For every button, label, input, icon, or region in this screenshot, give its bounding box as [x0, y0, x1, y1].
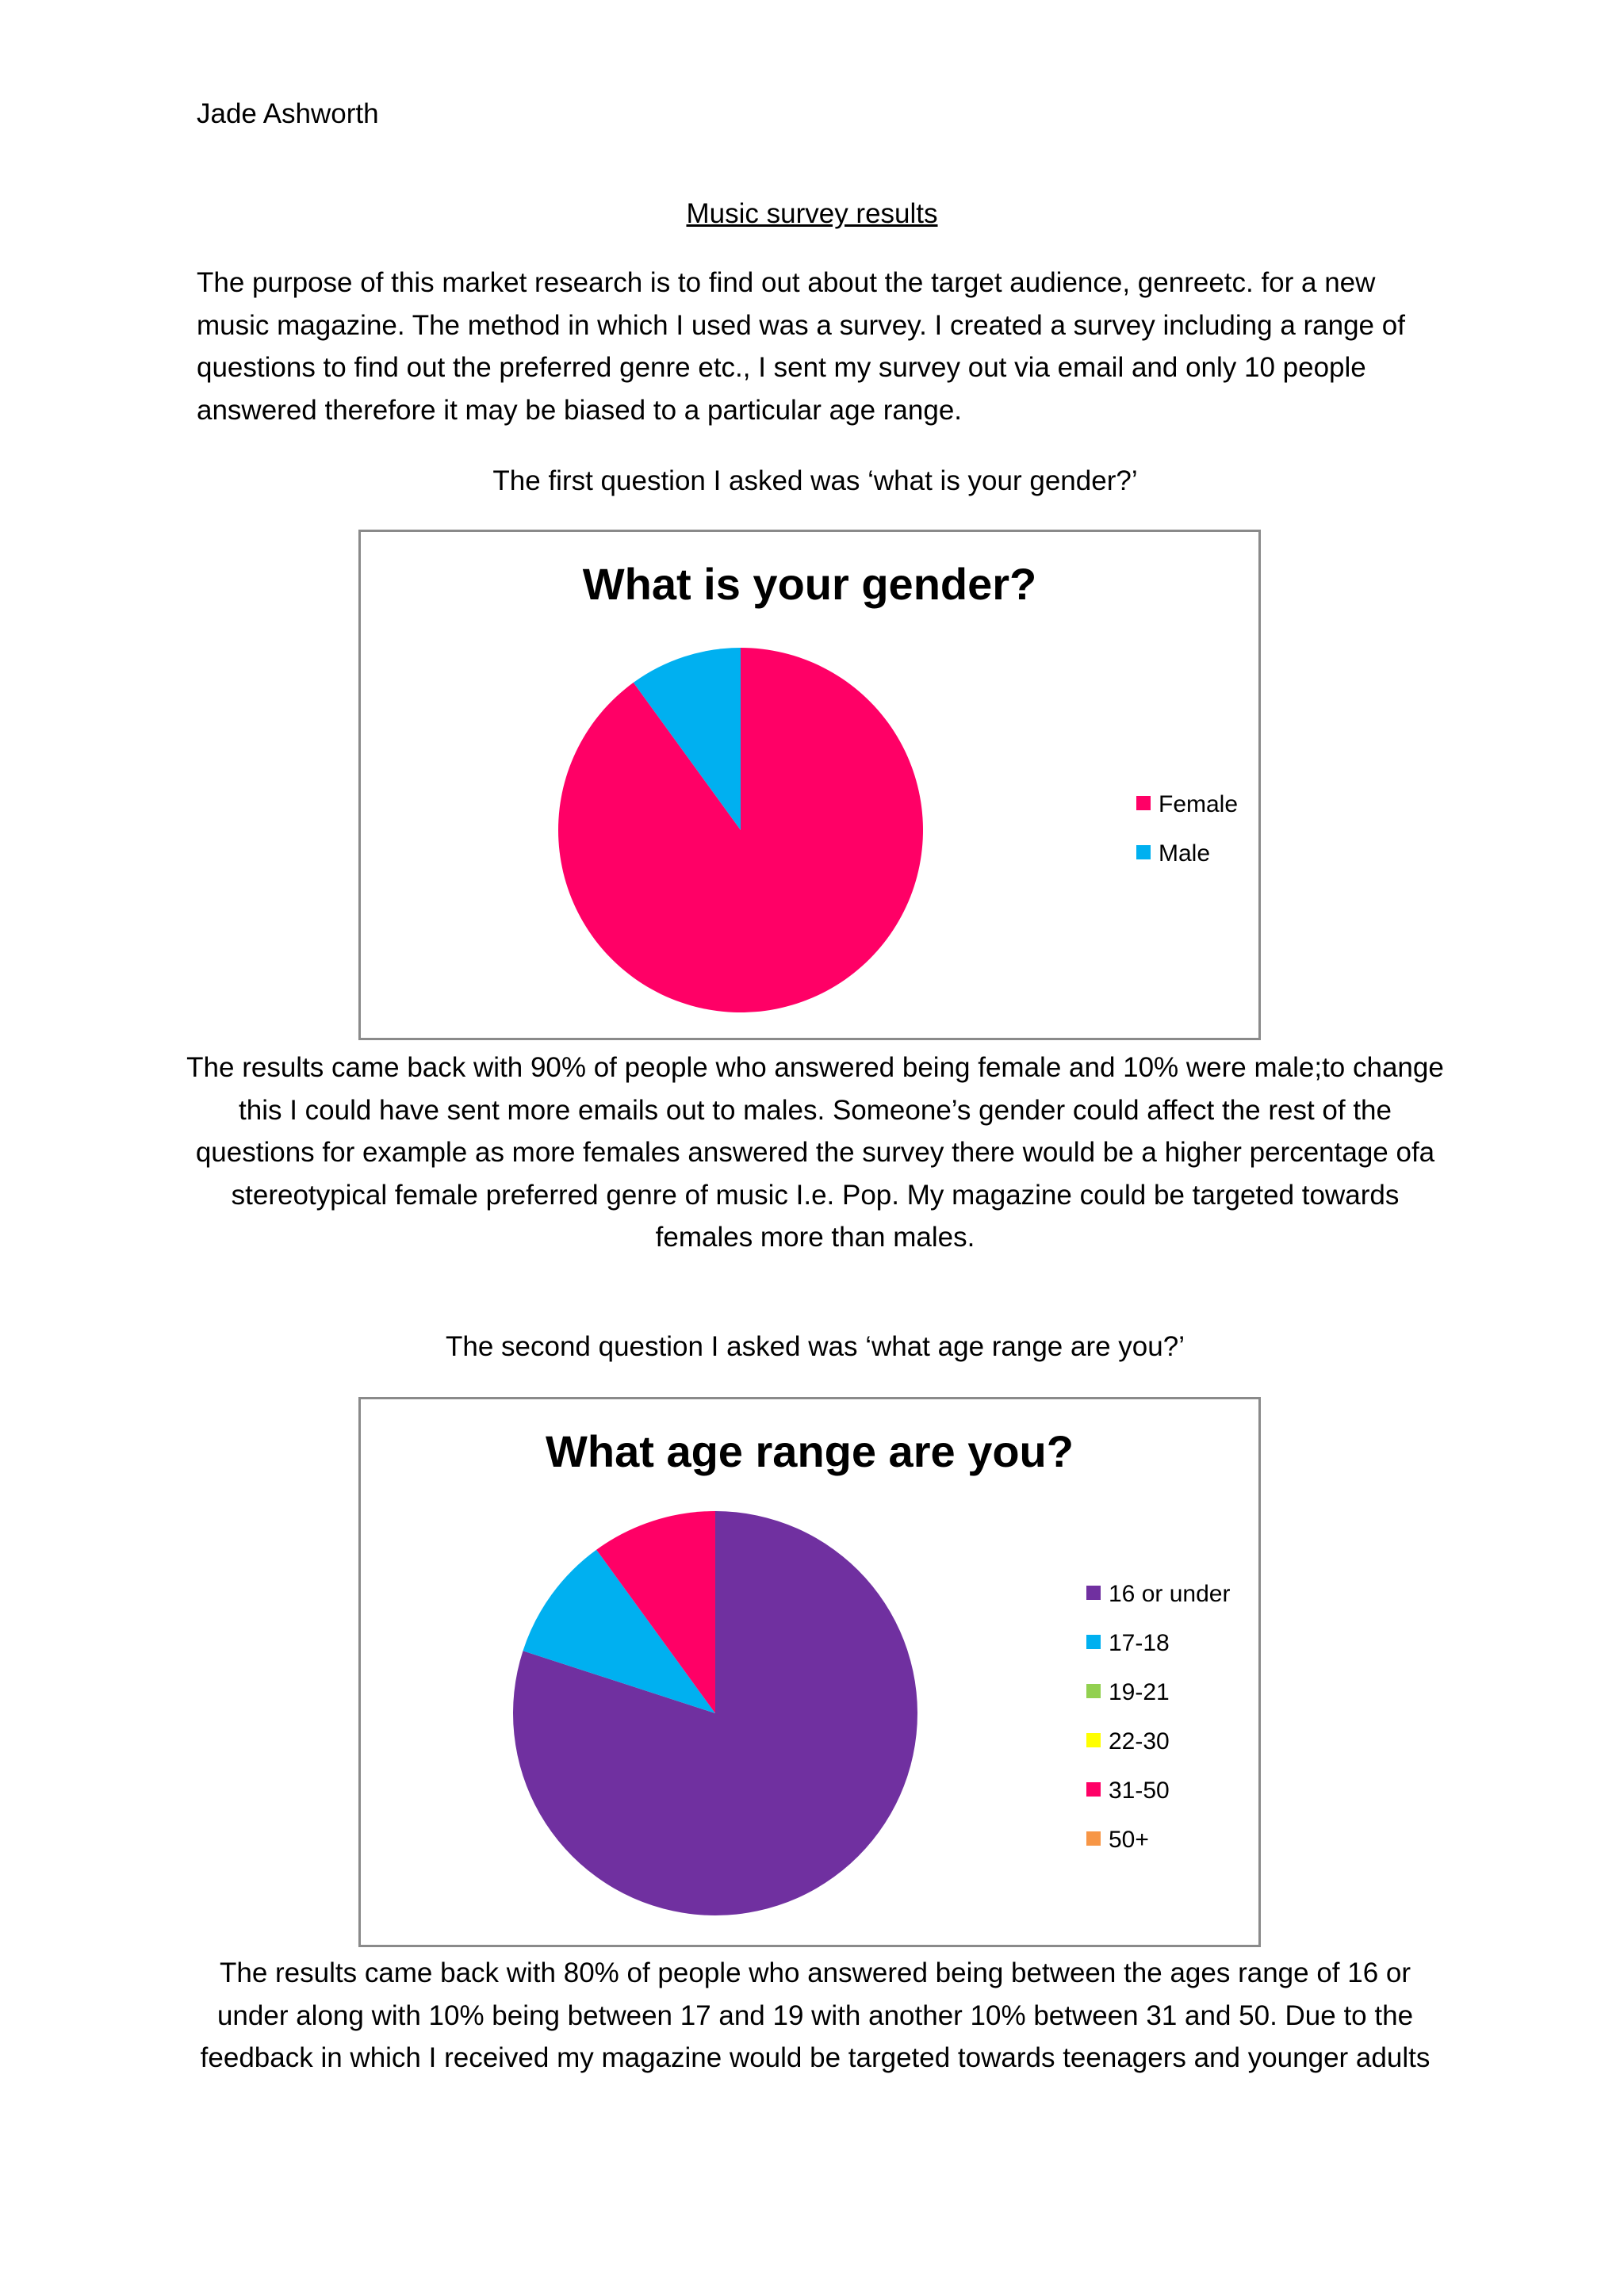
legend-label-16-or-under: 16 or under [1109, 1581, 1230, 1607]
chart-title: What is your gender? [583, 559, 1037, 609]
intro-paragraph: The purpose of this market research is t… [197, 267, 1405, 426]
legend-swatch-17-18 [1086, 1635, 1101, 1649]
chart-legend: 16 or under 17-18 19-21 22-30 31-50 50+ [1086, 1581, 1230, 1853]
legend-swatch-22-30 [1086, 1733, 1101, 1747]
age-pie-chart: What age range are you? 16 or under 17-18… [513, 1426, 1230, 1915]
gender-pie-chart: What is your gender? Female Male [558, 559, 1238, 1012]
author-name: Jade Ashworth [197, 98, 379, 129]
question2-intro: The second question I asked was ‘what ag… [446, 1331, 1185, 1362]
question1-analysis: The results came back with 90% of people… [186, 1052, 1444, 1253]
pie-slice-male [633, 648, 741, 830]
legend-label-22-30: 22-30 [1109, 1728, 1170, 1755]
chart-legend: Female Male [1136, 791, 1238, 867]
legend-swatch-male [1136, 845, 1151, 859]
legend-label-female: Female [1159, 791, 1238, 817]
legend-label-19-21: 19-21 [1109, 1679, 1170, 1705]
age-chart: What age range are you? 16 or under 17-18… [358, 1397, 1261, 1947]
legend-swatch-19-21 [1086, 1684, 1101, 1698]
pie-slice-16-or-under [513, 1511, 917, 1915]
legend-swatch-16-or-under [1086, 1586, 1101, 1600]
question1-intro: The first question I asked was ‘what is … [492, 465, 1138, 496]
pie-slices [513, 1511, 917, 1915]
gender-chart: What is your gender? Female Male [358, 530, 1261, 1040]
legend-swatch-50 [1086, 1831, 1101, 1846]
legend-swatch-31-50 [1086, 1782, 1101, 1797]
legend-label-17-18: 17-18 [1109, 1630, 1170, 1656]
legend-label-male: Male [1159, 840, 1210, 867]
question2-analysis: The results came back with 80% of people… [200, 1957, 1431, 2073]
legend-label-31-50: 31-50 [1109, 1777, 1170, 1804]
legend-swatch-female [1136, 796, 1151, 810]
pie-slice-31-50 [596, 1511, 715, 1713]
pie-slices [558, 648, 923, 1012]
document-title: Music survey results [686, 198, 938, 229]
legend-label-50: 50+ [1109, 1827, 1149, 1853]
pie-slice-17-18 [523, 1549, 715, 1713]
chart-title: What age range are you? [546, 1426, 1074, 1476]
